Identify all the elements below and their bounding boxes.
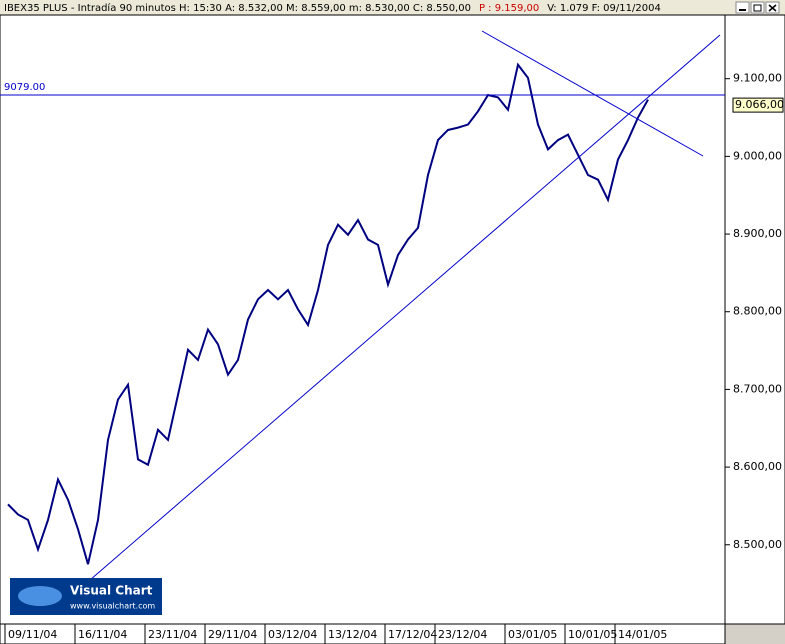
x-tick-label: 03/12/04 bbox=[268, 628, 317, 641]
plot bbox=[7, 62, 649, 565]
icon bbox=[753, 4, 762, 12]
y-axis-area bbox=[724, 14, 785, 625]
title-part: P : 9.159,00 bbox=[479, 3, 539, 14]
x-tick-label: 16/11/04 bbox=[78, 628, 127, 641]
y-tick-label: 8.500,00 bbox=[733, 538, 782, 551]
price-line bbox=[7, 62, 649, 565]
trend-line bbox=[481, 30, 704, 157]
x-tick-label: 29/11/04 bbox=[208, 628, 257, 641]
x-tick-label: 13/12/04 bbox=[328, 628, 377, 641]
y-tick-label: 9.000,00 bbox=[733, 149, 782, 162]
x-tick-label: 03/01/05 bbox=[508, 628, 557, 641]
plot-area bbox=[0, 14, 726, 625]
x-tick-label: 23/11/04 bbox=[148, 628, 197, 641]
y-tick-label: 8.600,00 bbox=[733, 460, 782, 473]
title-part: IBEX35 PLUS - Intradía 90 minutos H: 15:… bbox=[4, 2, 471, 14]
y-tick-label: 9.100,00 bbox=[733, 72, 782, 85]
logo-name: Visual Chart bbox=[70, 584, 153, 598]
x-tick-label: 23/12/04 bbox=[438, 628, 487, 641]
x-tick-label: 10/01/05 bbox=[568, 628, 617, 641]
maximize-button[interactable] bbox=[750, 1, 765, 14]
title: IBEX35 PLUS - Intradía 90 minutos H: 15:… bbox=[4, 2, 661, 14]
last-price-label: 9.066,00 bbox=[735, 98, 784, 111]
y-tick-label: 8.800,00 bbox=[733, 305, 782, 318]
title-bar bbox=[0, 0, 785, 15]
title-part: V: 1.079 F: 09/11/2004 bbox=[547, 3, 661, 14]
y-tick-label: 8.700,00 bbox=[733, 382, 782, 395]
logo: Visual Chart www.visualchart.com bbox=[10, 578, 162, 615]
last-price-box bbox=[732, 97, 784, 113]
x-tick-label: 17/12/04 bbox=[388, 628, 437, 641]
y-tick-label: 8.900,00 bbox=[733, 227, 782, 240]
trend-line bbox=[89, 34, 721, 581]
logo-url: www.visualchart.com bbox=[70, 602, 155, 611]
x-tick-label: 09/11/04 bbox=[8, 628, 57, 641]
title-group: IBEX35 PLUS - Intradía 90 minutos H: 15:… bbox=[4, 2, 661, 14]
horizontal-line-label: 9079.00 bbox=[4, 82, 45, 93]
x-tick-label: 14/01/05 bbox=[618, 628, 667, 641]
icon bbox=[768, 4, 777, 12]
minimize-button[interactable] bbox=[735, 1, 750, 14]
window-buttons[interactable] bbox=[735, 1, 780, 14]
logo-icon bbox=[18, 586, 62, 606]
x-axis-area bbox=[0, 623, 726, 644]
